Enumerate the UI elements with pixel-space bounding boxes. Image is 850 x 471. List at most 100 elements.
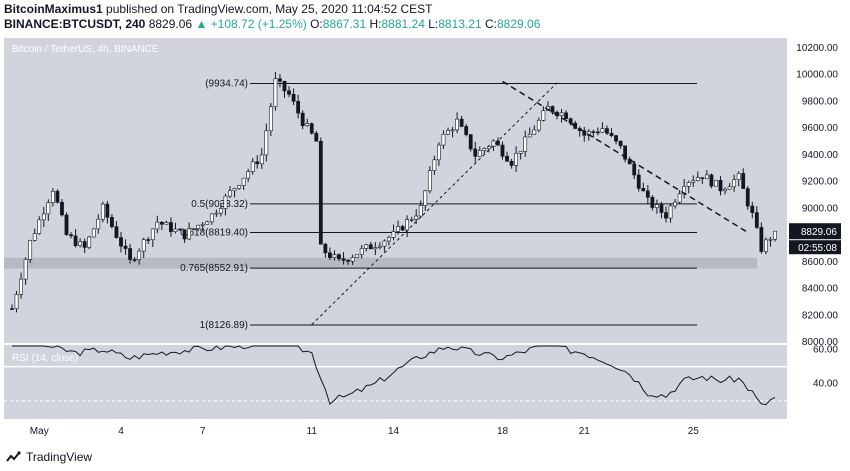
rsi-line (12, 345, 776, 406)
fib-level-label: 0.5(9033.32) (191, 199, 248, 210)
fib-level-label: 1(8126.89) (200, 320, 248, 331)
candle-up (205, 221, 210, 225)
price-tick-label: 9200.00 (802, 177, 839, 188)
countdown-badge (789, 240, 841, 255)
candle-down (69, 234, 73, 237)
candle-up (723, 188, 727, 192)
candle-down (605, 128, 609, 134)
candle-up (250, 161, 255, 172)
rsi-pane-bg (4, 345, 787, 419)
time-tick-label: 4 (118, 426, 124, 437)
candle-down (464, 126, 469, 135)
candle-down (509, 160, 514, 166)
descending-trendline (502, 80, 749, 234)
candle-down (759, 227, 764, 252)
candle-up (418, 205, 423, 217)
candle-down (282, 80, 287, 92)
chart-area[interactable]: (9934.74) 0.5(9033.32) 0.618(8819.40) 0.765… (0, 34, 850, 444)
open-value: 8867.31 (322, 17, 367, 31)
price-tick-label: 8600.00 (802, 257, 839, 268)
time-tick-label: May (30, 426, 49, 437)
time-tick-label: 14 (388, 426, 400, 437)
candle-up (19, 278, 23, 295)
time-tick-label: 7 (200, 426, 206, 437)
candle-up (96, 218, 101, 230)
candle-up (259, 154, 264, 165)
candle-down (564, 112, 568, 119)
time-scale-bg[interactable] (0, 420, 850, 444)
candle-down (468, 134, 473, 150)
candle-up (541, 110, 546, 121)
candle-down (123, 245, 128, 249)
candle-up (714, 180, 718, 187)
candle-down (582, 130, 587, 136)
candle-up (396, 226, 400, 232)
candle-up (727, 186, 732, 190)
candle-down (82, 241, 87, 248)
candle-up (14, 293, 19, 309)
candle-down (10, 308, 14, 310)
candle-down (110, 217, 114, 227)
candle-down (132, 259, 137, 261)
candle-up (559, 112, 564, 116)
candle-down (255, 161, 260, 165)
candle-down (550, 106, 555, 113)
candle-up (732, 179, 737, 188)
time-tick-label: 11 (307, 426, 318, 437)
candle-up (355, 254, 360, 258)
candle-up (387, 237, 391, 242)
candle-up (409, 219, 414, 221)
candle-up (41, 213, 46, 221)
price-tick-label: 8000.00 (802, 337, 839, 348)
candle-up (332, 254, 337, 258)
candle-up (455, 118, 459, 131)
candle-up (441, 133, 446, 146)
candle-up (673, 201, 677, 207)
candle-up (87, 236, 92, 248)
rsi-tick-label: 60.00 (813, 344, 838, 355)
candle-down (618, 140, 623, 147)
price-tick-label: 10000.00 (796, 70, 838, 81)
tradingview-brand[interactable]: TradingView (6, 450, 92, 464)
candle-down (368, 244, 373, 250)
candle-up (477, 150, 482, 157)
author-name[interactable]: BitcoinMaximus1 (4, 2, 103, 16)
candle-up (28, 240, 33, 260)
candle-up (373, 247, 378, 250)
candle-up (523, 136, 528, 152)
candle-down (632, 163, 637, 176)
rsi-title: RSI (14, close) (12, 353, 78, 364)
candle-up (686, 182, 691, 187)
candle-up (173, 228, 178, 232)
candle-down (314, 132, 319, 142)
candle-up (237, 185, 241, 189)
candle-up (695, 177, 700, 182)
candle-down (754, 212, 759, 228)
publish-header: BitcoinMaximus1 published on TradingView… (0, 0, 850, 34)
candle-down (700, 177, 705, 179)
last-price: 8829.06 (148, 17, 193, 31)
candle-up (78, 241, 83, 247)
price-pane-bg (4, 38, 787, 343)
low-label: L: (428, 17, 439, 31)
candle-down (473, 148, 478, 157)
candle-up (532, 129, 537, 135)
candle-up (514, 153, 519, 166)
candle-up (668, 205, 673, 219)
time-tick-label: 21 (579, 426, 591, 437)
candle-up (486, 146, 491, 149)
candle-up (228, 190, 232, 197)
candle-down (346, 260, 350, 262)
candle-up (491, 140, 496, 147)
footer: TradingView (0, 444, 850, 471)
candle-down (55, 190, 60, 203)
candle-down (591, 131, 596, 133)
candle-up (214, 212, 219, 215)
published-text: published on TradingView.com, May 25, 20… (106, 2, 433, 16)
candle-up (232, 188, 237, 192)
candle-up (482, 148, 487, 151)
candle-up (23, 259, 28, 280)
candle-down (505, 155, 509, 162)
price-tick-label: 8400.00 (802, 284, 839, 295)
